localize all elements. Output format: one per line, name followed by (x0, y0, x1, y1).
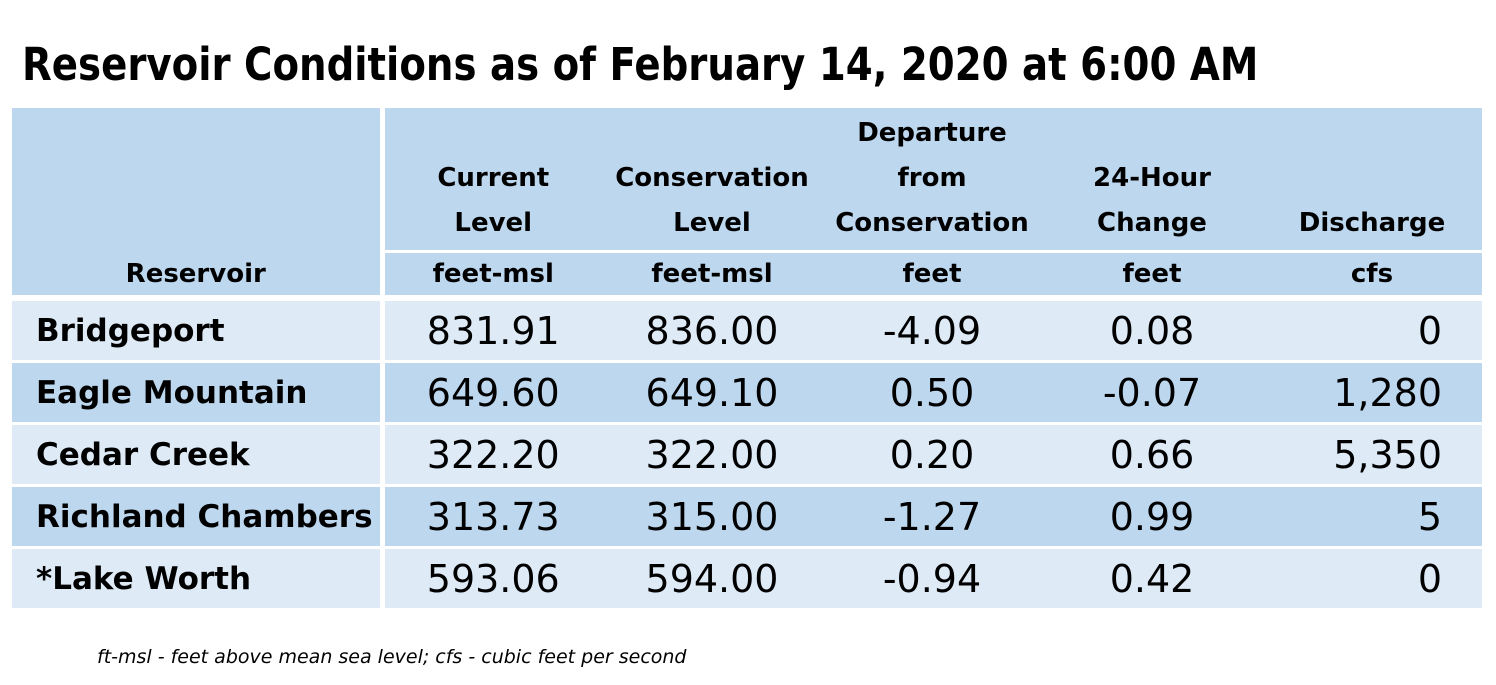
reservoir-name: Cedar Creek (12, 423, 385, 487)
change-cell: 0.99 (1042, 485, 1262, 549)
discharge-cell: 5,350 (1262, 423, 1482, 487)
table-header-row: Reservoir Current Level Conservation Lev… (12, 108, 1482, 295)
table-units-row: feet-msl feet-msl feet feet cfs (12, 250, 1482, 295)
conservation-units: feet-msl (602, 250, 822, 295)
discharge-header-label: Discharge (1298, 208, 1446, 238)
change-cell: 0.08 (1042, 301, 1262, 363)
change-cell: 0.42 (1042, 547, 1262, 611)
departure-header-line2: from (897, 163, 967, 193)
current-level-cell: 649.60 (382, 361, 602, 425)
footnote: ft-msl - feet above mean sea level; cfs … (97, 646, 687, 668)
table-row: *Lake Worth 593.06 594.00 -0.94 0.42 0 (12, 547, 1482, 611)
departure-header-line1: Departure (857, 118, 1007, 148)
discharge-column-header: Discharge (1262, 108, 1482, 252)
change-cell: -0.07 (1042, 361, 1262, 425)
table-row: Cedar Creek 322.20 322.00 0.20 0.66 5,35… (12, 423, 1482, 487)
discharge-cell: 1,280 (1262, 361, 1482, 425)
departure-units: feet (822, 250, 1042, 295)
reservoir-name: Richland Chambers (12, 485, 385, 549)
conservation-level-cell: 594.00 (602, 547, 822, 611)
reservoir-name: Bridgeport (12, 301, 385, 363)
conservation-level-cell: 322.00 (602, 423, 822, 487)
current-units: feet-msl (382, 250, 602, 295)
current-level-column-header: Current Level (382, 108, 602, 252)
departure-cell: -1.27 (822, 485, 1042, 549)
table-row: Eagle Mountain 649.60 649.10 0.50 -0.07 … (12, 361, 1482, 425)
table-row: Richland Chambers 313.73 315.00 -1.27 0.… (12, 485, 1482, 549)
departure-cell: 0.50 (822, 361, 1042, 425)
change-header-line2: Change (1097, 208, 1207, 238)
departure-cell: -0.94 (822, 547, 1042, 611)
current-header-line1: Current (437, 163, 550, 193)
conservation-level-cell: 315.00 (602, 485, 822, 549)
conservation-header-line2: Level (673, 208, 751, 238)
departure-column-header: Departure from Conservation (822, 108, 1042, 252)
table-row: Bridgeport 831.91 836.00 -4.09 0.08 0 (12, 301, 1482, 363)
change-units: feet (1042, 250, 1262, 295)
change-column-header: 24-Hour Change (1042, 108, 1262, 252)
reservoir-column-header: Reservoir (12, 108, 385, 295)
current-header-line2: Level (454, 208, 533, 238)
current-level-cell: 593.06 (382, 547, 602, 611)
reservoir-name: *Lake Worth (12, 547, 385, 611)
discharge-cell: 0 (1262, 547, 1482, 611)
current-level-cell: 322.20 (382, 423, 602, 487)
discharge-cell: 0 (1262, 301, 1482, 363)
reservoir-name: Eagle Mountain (12, 361, 385, 425)
change-header-line1: 24-Hour (1093, 163, 1211, 193)
conservation-level-column-header: Conservation Level (602, 108, 822, 252)
current-level-cell: 313.73 (382, 485, 602, 549)
conservation-level-cell: 649.10 (602, 361, 822, 425)
departure-cell: -4.09 (822, 301, 1042, 363)
reservoir-conditions-table: Reservoir Current Level Conservation Lev… (12, 108, 1482, 611)
reservoir-header-label: Reservoir (125, 259, 266, 289)
conservation-level-cell: 836.00 (602, 301, 822, 363)
discharge-units: cfs (1262, 250, 1482, 295)
change-cell: 0.66 (1042, 423, 1262, 487)
departure-header-line3: Conservation (835, 208, 1029, 238)
header-spacer (12, 295, 1482, 301)
discharge-cell: 5 (1262, 485, 1482, 549)
departure-cell: 0.20 (822, 423, 1042, 487)
current-level-cell: 831.91 (382, 301, 602, 363)
page-title: Reservoir Conditions as of February 14, … (22, 38, 1259, 91)
conservation-header-line1: Conservation (615, 163, 809, 193)
